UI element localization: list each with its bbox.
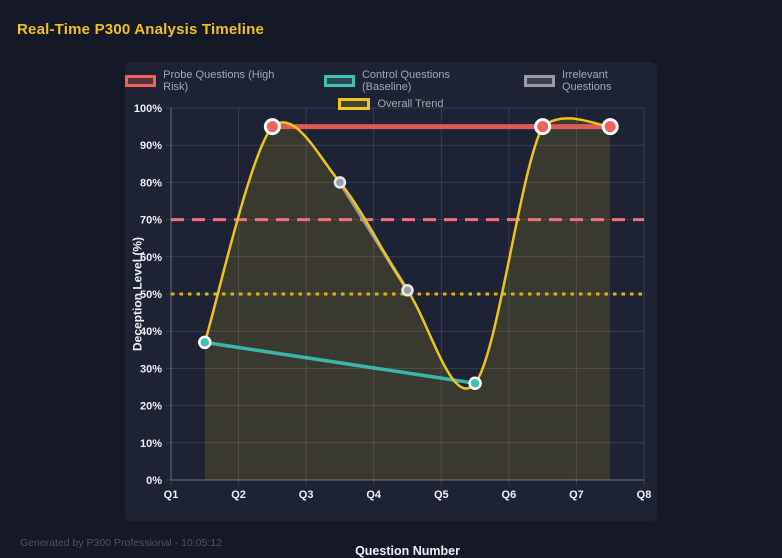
legend-row: Overall Trend — [338, 98, 444, 110]
x-tick-label: Q7 — [569, 489, 584, 501]
x-tick-label: Q6 — [502, 489, 517, 501]
data-point[interactable] — [468, 376, 482, 391]
y-tick-label: 90% — [140, 140, 162, 152]
data-point[interactable] — [263, 118, 281, 136]
x-tick-label: Q2 — [231, 489, 246, 501]
legend-item[interactable]: Overall Trend — [338, 98, 444, 110]
legend-swatch-icon — [523, 75, 555, 87]
data-point[interactable] — [198, 335, 212, 350]
data-point[interactable] — [401, 284, 414, 297]
y-tick-label: 50% — [140, 289, 162, 301]
y-tick-label: 40% — [140, 326, 162, 338]
trend-area-fill — [204, 118, 611, 481]
page-title: Real-Time P300 Analysis Timeline — [17, 21, 265, 38]
legend-item[interactable]: Control Questions (Baseline) — [323, 69, 498, 93]
x-tick-label: Q1 — [164, 489, 179, 501]
x-axis-title: Question Number — [355, 544, 460, 558]
x-tick-label: Q4 — [366, 489, 382, 501]
legend-label: Control Questions (Baseline) — [361, 69, 450, 93]
chart-card: Probe Questions (High Risk) Control Quest… — [125, 62, 657, 558]
legend-swatch-icon — [125, 75, 157, 87]
data-point[interactable] — [601, 118, 619, 136]
y-tick-label: 100% — [134, 103, 162, 115]
series-line — [203, 340, 477, 386]
x-tick-label: Q8 — [637, 489, 652, 501]
y-tick-label: 20% — [140, 401, 162, 413]
chart-canvas[interactable]: Q1 Q2 Q3 Q4 Q5 Q6 Q7 Q8 0% 10% 20% 30% 40% 50% 60% 70% 8… — [125, 62, 657, 521]
y-tick-label: 10% — [140, 438, 162, 450]
y-tick-label: 60% — [140, 252, 162, 264]
data-point[interactable] — [333, 176, 347, 189]
legend-label: Overall Trend — [377, 98, 444, 110]
legend-label: Irrelevant Questions — [561, 69, 612, 93]
legend-row: Probe Questions (High Risk) Control Quest… — [125, 69, 657, 93]
generated-by-footer: Generated by P300 Professional - 10:05:1… — [20, 537, 222, 549]
legend-item[interactable]: Irrelevant Questions — [523, 69, 657, 93]
legend-label: Probe Questions (High Risk) — [163, 69, 275, 93]
legend-swatch-icon — [338, 98, 371, 110]
y-tick-label: 70% — [140, 215, 162, 227]
y-tick-label: 30% — [140, 363, 162, 375]
x-tick-label: Q3 — [299, 489, 314, 501]
y-tick-label: 0% — [146, 475, 162, 487]
data-point[interactable] — [534, 118, 552, 136]
chart-legend: Probe Questions (High Risk) Control Quest… — [125, 69, 657, 110]
x-tick-label: Q5 — [434, 489, 449, 501]
legend-swatch-icon — [323, 75, 355, 87]
y-tick-label: 80% — [140, 177, 162, 189]
legend-item[interactable]: Probe Questions (High Risk) — [125, 69, 298, 93]
